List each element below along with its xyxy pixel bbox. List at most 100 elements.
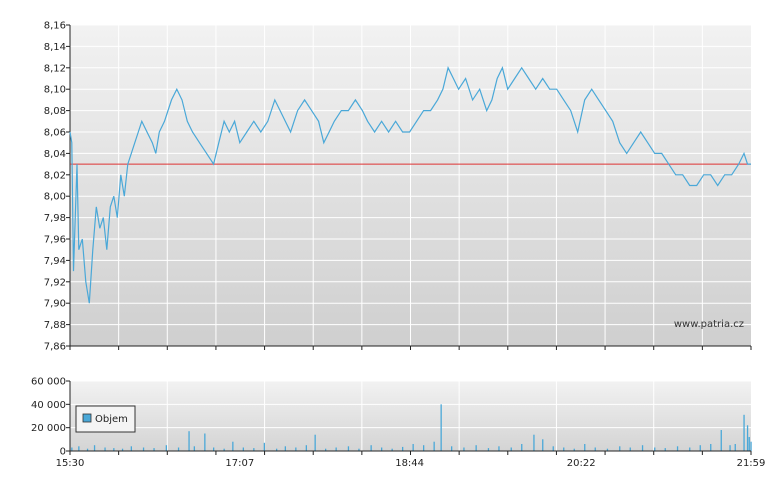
price-y-tick-label: 7,90	[44, 299, 66, 310]
volume-bar	[710, 444, 712, 451]
volume-bar	[563, 447, 565, 451]
price-y-tick-label: 8,14	[44, 42, 66, 53]
volume-bar	[358, 448, 360, 451]
volume-bar	[305, 445, 307, 451]
volume-bar	[619, 446, 621, 451]
volume-bar	[177, 447, 180, 451]
volume-bar	[165, 445, 167, 451]
volume-bar	[381, 447, 383, 451]
volume-bar	[498, 446, 500, 451]
price-y-tick-label: 7,86	[44, 342, 66, 353]
volume-x-tick-label: 15:30	[56, 458, 85, 469]
volume-bar	[689, 447, 691, 451]
volume-bar	[142, 447, 145, 451]
volume-bar	[78, 446, 80, 451]
volume-bar	[242, 447, 244, 451]
volume-bar	[475, 445, 477, 451]
volume-bar	[734, 444, 736, 451]
volume-bar	[223, 448, 225, 451]
price-y-tick-label: 7,96	[44, 235, 66, 246]
volume-bar	[314, 434, 316, 451]
volume-bar	[335, 447, 337, 451]
price-y-tick-label: 8,00	[44, 192, 66, 203]
volume-bar	[71, 447, 73, 451]
volume-bar	[654, 447, 656, 451]
volume-bar	[412, 444, 414, 451]
volume-bar	[253, 448, 255, 451]
volume-bar	[521, 444, 523, 451]
volume-bar	[295, 447, 297, 451]
price-y-tick-label: 7,88	[44, 320, 66, 331]
volume-bar	[676, 446, 679, 451]
volume-bar	[130, 446, 132, 451]
volume-bar	[153, 448, 155, 451]
volume-bar	[463, 447, 465, 451]
volume-x-tick-label: 18:44	[395, 458, 424, 469]
volume-bar	[104, 447, 106, 451]
volume-bar	[121, 448, 124, 451]
volume-bar	[204, 433, 206, 451]
volume-gridlines	[70, 380, 751, 451]
volume-bar	[86, 448, 89, 451]
volume-bar	[263, 442, 265, 451]
volume-bar	[487, 448, 490, 451]
volume-bar	[664, 448, 666, 451]
price-panel: 7,86 7,88 7,90 7,92 7,94 7,96 7,98 8,00 8,02 8,04…	[44, 21, 752, 353]
volume-x-tick-label: 21:59	[737, 458, 766, 469]
volume-bar	[402, 446, 404, 451]
price-y-tick-label: 7,98	[44, 213, 66, 224]
volume-bar	[510, 447, 512, 451]
volume-bar	[743, 414, 745, 451]
volume-bar	[284, 446, 286, 451]
price-y-tick-label: 8,08	[44, 106, 66, 117]
volume-bar	[433, 441, 435, 451]
volume-bars	[71, 404, 752, 451]
legend: Objem	[75, 405, 136, 433]
volume-y-tick-label: 60 000	[31, 377, 66, 388]
volume-x-tick-label: 20:22	[567, 458, 596, 469]
volume-bar	[750, 441, 752, 451]
volume-bar	[188, 431, 190, 451]
volume-bar	[552, 446, 554, 451]
price-y-axis: 7,86 7,88 7,90 7,92 7,94 7,96 7,98 8,00 8,02 8,04…	[44, 21, 70, 353]
legend-swatch	[82, 413, 92, 423]
volume-bar	[606, 448, 609, 451]
volume-bar	[729, 445, 731, 451]
watermark-text: www.patria.cz	[674, 319, 744, 330]
volume-bar	[193, 446, 195, 451]
volume-bar	[325, 448, 327, 451]
volume-bar	[93, 445, 96, 451]
volume-bar	[594, 447, 596, 451]
volume-bar	[391, 448, 393, 451]
price-x-ticks	[69, 346, 752, 350]
volume-bar	[451, 446, 453, 451]
volume-bar	[423, 445, 425, 451]
volume-bar	[370, 445, 372, 451]
price-gridlines	[70, 24, 751, 346]
price-series-line	[69, 66, 751, 304]
volume-bar	[748, 437, 750, 451]
volume-x-axis: 15:30 17:07 18:44 20:22 21:59	[56, 451, 766, 469]
price-y-tick-label: 7,92	[44, 277, 66, 288]
volume-bar	[720, 430, 722, 451]
volume-panel: 0 20 000 40 000 60 000 15:30 17:07 18:44 20:22…	[31, 377, 765, 470]
volume-bar	[276, 448, 278, 451]
volume-y-tick-label: 40 000	[31, 400, 66, 411]
volume-bar	[232, 441, 234, 451]
price-y-tick-label: 8,12	[44, 63, 66, 74]
volume-bar	[584, 444, 586, 451]
price-y-tick-label: 7,94	[44, 256, 66, 267]
legend-label: Objem	[95, 414, 128, 425]
price-y-tick-label: 8,16	[44, 21, 66, 32]
volume-bar	[746, 425, 749, 451]
volume-bar	[440, 404, 442, 451]
volume-y-axis: 0 20 000 40 000 60 000	[31, 377, 70, 458]
volume-bar	[629, 447, 631, 451]
volume-plot-background	[70, 381, 751, 451]
volume-bar	[113, 448, 115, 451]
price-y-tick-label: 8,06	[44, 128, 66, 139]
volume-x-tick-label: 17:07	[225, 458, 254, 469]
volume-bar	[347, 446, 350, 451]
volume-bar	[573, 448, 575, 451]
